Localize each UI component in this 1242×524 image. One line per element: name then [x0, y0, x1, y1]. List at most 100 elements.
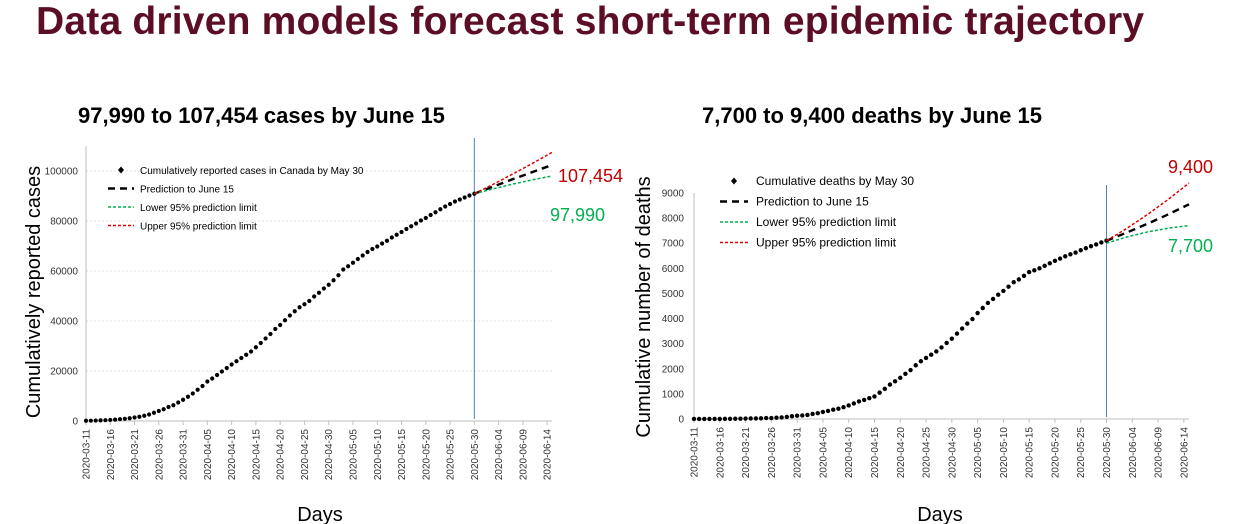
cases-observed-point: [151, 410, 157, 415]
deaths-observed-point: [954, 331, 960, 336]
cases-observed-point: [137, 414, 142, 419]
cases-observed-point: [161, 407, 166, 412]
deaths-legend-label: Prediction to June 15: [756, 195, 869, 209]
cases-observed-point: [331, 278, 336, 283]
deaths-x-tick-label: 2020-04-05: [818, 427, 829, 479]
cases-observed-point: [127, 416, 132, 421]
deaths-observed-point: [841, 404, 846, 410]
deaths-observed-point: [959, 326, 965, 331]
deaths-observed-point: [794, 413, 800, 418]
deaths-x-tick-label: 2020-05-25: [1076, 427, 1087, 479]
deaths-observed-point: [918, 359, 924, 364]
cases-observed-point: [370, 246, 375, 252]
deaths-observed-point: [877, 390, 882, 395]
cases-observed-point: [239, 355, 244, 361]
cases-observed-point: [108, 417, 113, 423]
deaths-x-tick-label: 2020-05-05: [973, 427, 984, 479]
deaths-observed-point: [1021, 273, 1027, 279]
cases-observed-point: [205, 379, 210, 384]
cases-y-tick-label: 20000: [50, 367, 78, 378]
deaths-observed-point: [727, 416, 733, 421]
deaths-observed-point: [867, 395, 872, 401]
cases-observed-point: [346, 264, 351, 269]
cases-observed-point: [462, 195, 467, 200]
cases-x-tick-label: 2020-03-31: [179, 429, 190, 481]
cases-x-tick-label: 2020-03-21: [130, 429, 141, 481]
deaths-x-tick-label: 2020-04-15: [870, 427, 881, 479]
deaths-y-tick-label: 0: [678, 415, 684, 426]
deaths-chart-title: 7,700 to 9,400 deaths by June 15: [702, 103, 1042, 128]
deaths-y-tick-label: 5000: [662, 289, 685, 300]
deaths-observed-point: [758, 416, 764, 421]
cases-observed-point: [384, 238, 390, 243]
deaths-observed-point: [898, 375, 903, 381]
cases-chart-title: 97,990 to 107,454 cases by June 15: [78, 103, 445, 128]
deaths-observed-point: [820, 409, 826, 415]
cases-observed-point: [278, 322, 283, 328]
cases-observed-point: [171, 403, 176, 408]
deaths-observed-point: [748, 416, 753, 421]
deaths-y-tick-label: 7000: [662, 239, 685, 250]
cases-observed-point: [394, 232, 399, 237]
cases-observed-point: [219, 369, 225, 374]
cases-observed-point: [83, 418, 89, 423]
deaths-observed-point: [696, 416, 702, 422]
deaths-lower-limit-line: [1106, 224, 1190, 244]
deaths-observed-point: [923, 355, 929, 361]
deaths-observed-point: [1078, 248, 1083, 253]
deaths-observed-point: [1006, 284, 1011, 289]
cases-y-axis-label: Cumulatively reported cases: [23, 166, 45, 418]
deaths-legend-observed-marker: [731, 177, 737, 185]
cases-y-tick-label: 0: [72, 417, 78, 428]
deaths-prediction-line: [1106, 203, 1190, 242]
cases-lower-annotation: 97,990: [550, 205, 605, 225]
deaths-x-tick-label: 2020-03-31: [793, 427, 804, 479]
deaths-x-tick-label: 2020-05-30: [1102, 427, 1113, 479]
deaths-observed-point: [733, 416, 738, 421]
deaths-observed-point: [851, 401, 857, 406]
deaths-observed-point: [805, 412, 810, 418]
deaths-observed-point: [815, 411, 820, 416]
deaths-observed-point: [712, 416, 717, 422]
cases-observed-point: [375, 244, 380, 249]
deaths-x-tick-label: 2020-06-14: [1179, 427, 1190, 479]
cases-prediction-line: [473, 163, 553, 195]
deaths-x-tick-label: 2020-03-16: [715, 427, 726, 479]
cases-x-tick-label: 2020-04-20: [276, 429, 287, 481]
cases-observed-point: [467, 193, 472, 198]
deaths-observed-point: [872, 394, 877, 399]
cases-observed-point: [292, 309, 297, 314]
cases-x-tick-label: 2020-04-30: [324, 429, 335, 481]
cases-x-tick-label: 2020-05-30: [470, 429, 481, 481]
cases-y-tick-label: 40000: [50, 317, 78, 328]
cases-observed-point: [190, 391, 195, 396]
deaths-observed-point: [1073, 250, 1078, 255]
deaths-observed-point: [784, 414, 790, 420]
cases-observed-point: [302, 302, 307, 307]
deaths-observed-point: [800, 413, 805, 418]
deaths-observed-point: [1001, 288, 1006, 294]
deaths-observed-point: [892, 379, 898, 384]
deaths-x-tick-label: 2020-04-30: [947, 427, 958, 479]
deaths-upper-annotation: 9,400: [1168, 157, 1213, 177]
cases-observed-point: [287, 313, 292, 318]
deaths-observed-point: [985, 300, 991, 306]
deaths-y-tick-label: 4000: [662, 314, 685, 325]
deaths-observed-point: [1093, 242, 1099, 247]
cases-observed-point: [268, 331, 273, 337]
cases-observed-point: [355, 256, 360, 262]
deaths-observed-point: [738, 416, 743, 421]
cases-x-tick-label: 2020-06-14: [543, 429, 554, 481]
cases-x-tick-label: 2020-03-26: [154, 429, 165, 481]
cases-y-tick-label: 80000: [50, 217, 78, 228]
cases-observed-point: [258, 340, 263, 346]
cases-observed-point: [438, 207, 443, 212]
cases-observed-point: [244, 352, 249, 357]
cases-x-tick-label: 2020-06-09: [518, 429, 529, 481]
cases-observed-point: [443, 204, 448, 209]
cases-x-tick-label: 2020-04-05: [203, 429, 214, 481]
deaths-observed-point: [1037, 266, 1042, 271]
cases-observed-point: [185, 394, 191, 399]
cases-observed-point: [195, 387, 200, 392]
